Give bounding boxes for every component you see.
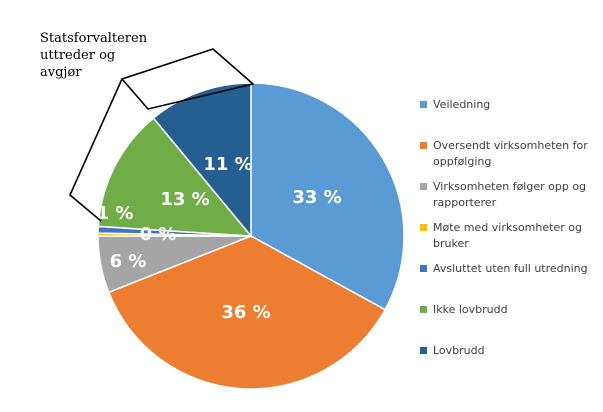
legend-label: Avsluttet uten full utredning [433,262,588,275]
legend-item: Oversendt virksomheten for oppfølging [420,138,603,170]
legend-swatch [420,306,427,313]
legend-swatch [420,224,427,231]
legend-label: Oversendt virksomheten for oppfølging [433,139,588,168]
pie-data-label: 33 % [292,187,341,208]
pie-data-label: 0 % [140,224,177,245]
pie-slices [97,82,405,390]
pie-slice [152,82,252,239]
annotation-line: uttreder og [40,48,116,63]
legend-swatch [420,101,427,108]
legend-label: Lovbrudd [433,344,485,357]
legend-item: Virksomheten følger opp og rapporterer [420,179,603,211]
legend-label: Ikke lovbrudd [433,303,508,316]
pie-data-label: 11 % [203,154,252,175]
legend-label: Møte med virksomheter og bruker [433,221,582,250]
pie-data-label: 6 % [110,251,147,272]
pie-data-label: 1 % [97,203,134,224]
legend-item: Veiledning [420,97,603,113]
legend-item: Ikke lovbrudd [420,302,603,318]
annotation-text: Statsforvalteren uttreder og avgjør [40,30,147,81]
legend-swatch [420,347,427,354]
pie-slice [107,235,387,390]
annotation-bracket [69,48,254,222]
legend-swatch [420,183,427,190]
pie-data-labels: 33 % 36 % 6 % 0 % 1 % 13 % 11 % [97,154,342,323]
pie-data-label: 13 % [160,189,209,210]
legend-item: Lovbrudd [420,343,603,359]
legend-swatch [420,265,427,272]
legend-label: Virksomheten følger opp og rapporterer [433,180,587,209]
annotation-line: Statsforvalteren [40,31,148,46]
legend-swatch [420,142,427,149]
pie-data-label: 36 % [221,302,270,323]
legend-item: Møte med virksomheter og bruker [420,220,603,252]
legend-item: Avsluttet uten full utredning [420,261,603,277]
annotation-line: avgjør [40,65,82,80]
pie-slice [250,82,405,311]
legend-label: Veiledning [433,98,491,111]
